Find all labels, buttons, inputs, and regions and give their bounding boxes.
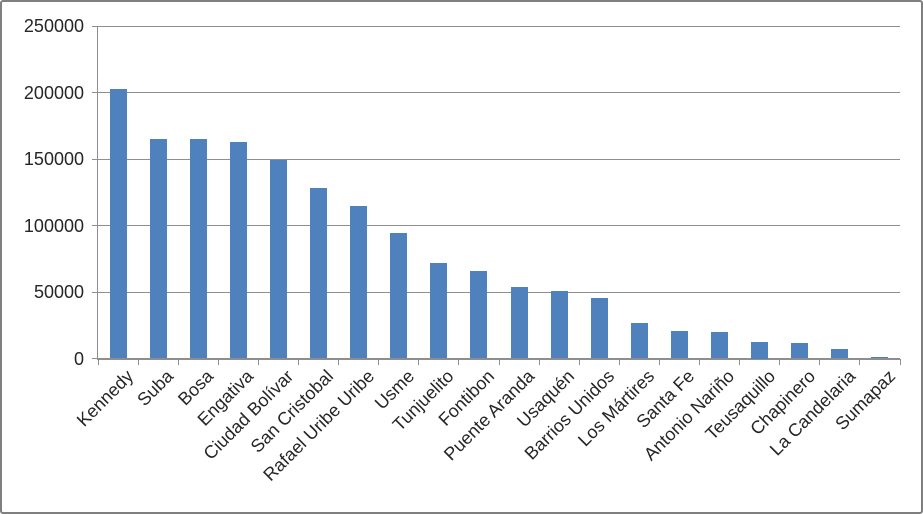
y-axis-label: 150000	[23, 149, 84, 169]
x-axis-tick	[618, 358, 620, 365]
x-axis-tick	[498, 358, 500, 365]
bar	[630, 323, 648, 359]
x-axis-tick	[739, 358, 741, 365]
y-axis-tick	[92, 291, 98, 293]
x-axis-tick	[298, 358, 299, 365]
bar	[711, 331, 729, 359]
bar	[550, 290, 568, 359]
bar	[871, 356, 889, 359]
x-axis-tick	[578, 358, 580, 365]
y-axis-tick	[92, 25, 98, 27]
y-axis-tick	[92, 225, 98, 226]
y-axis-label: 0	[73, 348, 84, 369]
x-axis-tick	[538, 358, 540, 365]
bar	[229, 141, 247, 359]
bar	[590, 297, 608, 359]
y-axis-label: 100000	[23, 215, 84, 236]
gridline	[98, 291, 900, 293]
bar	[470, 270, 488, 359]
x-axis-tick	[338, 358, 340, 365]
gridline	[98, 158, 900, 160]
y-axis-label: 50000	[33, 282, 84, 302]
x-axis-tick	[137, 358, 139, 365]
x-axis-tick	[699, 358, 700, 365]
bar	[390, 233, 408, 359]
bar	[310, 188, 328, 359]
x-axis-tick	[819, 358, 821, 365]
x-axis-tick	[177, 358, 179, 365]
bar	[670, 330, 688, 359]
x-axis-tick	[779, 358, 781, 365]
bar	[831, 348, 849, 359]
bar	[189, 139, 207, 359]
x-axis-label: Kennedy	[72, 365, 138, 430]
bar	[269, 160, 287, 359]
bar	[751, 341, 769, 359]
x-axis-tick	[418, 358, 420, 365]
x-axis-label: Suba	[133, 365, 178, 410]
x-axis-tick	[378, 358, 380, 365]
y-axis-tick	[92, 158, 98, 160]
bar	[149, 139, 167, 359]
bar	[791, 342, 809, 359]
x-axis-tick	[97, 358, 99, 365]
x-axis-tick	[257, 358, 259, 365]
y-axis-tick	[92, 358, 98, 359]
x-axis-tick	[217, 358, 219, 365]
bar	[510, 286, 528, 359]
x-axis-tick	[658, 358, 660, 365]
bar	[350, 205, 368, 359]
x-axis-tick	[458, 358, 460, 365]
gridline	[98, 225, 900, 226]
bar	[109, 88, 127, 359]
gridline	[98, 92, 900, 93]
y-axis-label: 200000	[23, 82, 84, 103]
bar	[430, 262, 448, 359]
y-axis-tick	[92, 92, 98, 93]
y-axis-label: 250000	[23, 16, 84, 36]
y-axis-line	[97, 26, 98, 359]
x-axis-tick	[899, 358, 901, 365]
x-axis-tick	[859, 358, 861, 365]
gridline	[98, 25, 900, 27]
